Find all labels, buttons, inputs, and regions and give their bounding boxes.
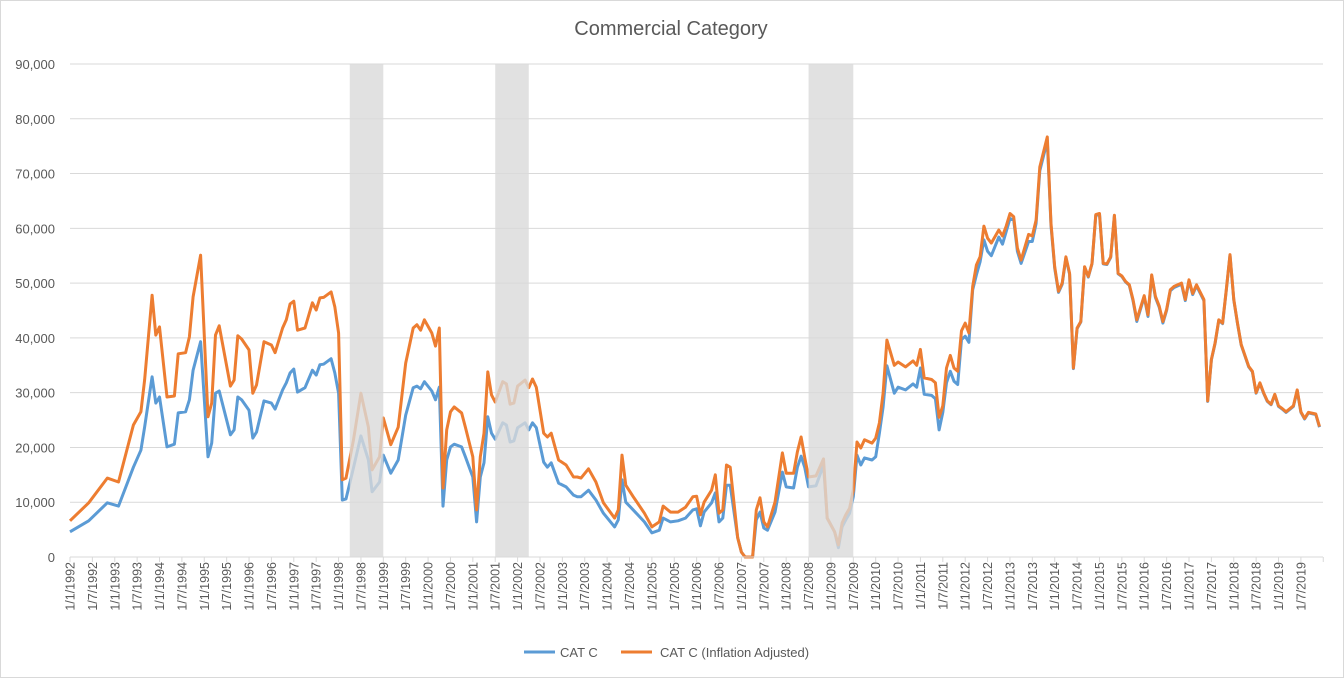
x-tick-label: 1/1/2002 <box>511 562 525 611</box>
x-tick-label: 1/1/2018 <box>1227 562 1241 611</box>
gridlines <box>70 63 1323 503</box>
y-tick-label: 50,000 <box>15 276 55 291</box>
x-tick-label: 1/1/2003 <box>556 562 570 611</box>
y-tick-label: 70,000 <box>15 167 55 182</box>
x-tick-label: 1/1/2013 <box>1003 562 1017 611</box>
series-line-cat-c-inflation-adjusted <box>68 135 1321 559</box>
shaded-period <box>495 64 529 557</box>
shaded-period <box>808 64 854 557</box>
x-tick-label: 1/7/2003 <box>578 562 592 611</box>
shaded-period <box>349 64 384 557</box>
x-tick-label: 1/7/2004 <box>623 562 637 611</box>
x-tick-label: 1/7/2006 <box>713 562 727 611</box>
legend: CAT C CAT C (Inflation Adjusted) <box>524 645 809 660</box>
x-tick-label: 1/1/2008 <box>780 562 794 611</box>
x-tick-label: 1/7/2005 <box>668 562 682 611</box>
x-tick-label: 1/7/2000 <box>444 562 458 611</box>
x-tick-label: 1/7/1998 <box>354 562 368 611</box>
series-line-cat-c <box>69 139 1321 559</box>
x-tick-label: 1/7/2014 <box>1071 562 1085 611</box>
x-tick-label: 1/7/2008 <box>802 562 816 611</box>
x-tick-label: 1/1/1993 <box>108 562 122 611</box>
x-tick-label: 1/1/2000 <box>422 562 436 611</box>
x-tick-label: 1/1/1999 <box>377 562 391 611</box>
x-tick-label: 1/7/1993 <box>131 562 145 611</box>
x-tick-label: 1/7/2012 <box>981 562 995 611</box>
x-tick-label: 1/7/2019 <box>1294 562 1308 611</box>
x-tick-label: 1/7/2010 <box>892 562 906 611</box>
legend-label-cat-c-inflation-adjusted: CAT C (Inflation Adjusted) <box>660 645 809 660</box>
x-tick-label: 1/7/1994 <box>175 562 189 611</box>
chart-title: Commercial Category <box>574 18 767 40</box>
x-tick-label: 1/1/2019 <box>1272 562 1286 611</box>
x-tick-label: 1/7/1997 <box>310 562 324 611</box>
x-tick-label: 1/7/2017 <box>1205 562 1219 611</box>
x-tick-label: 1/7/2001 <box>489 562 503 611</box>
x-tick-label: 1/1/2017 <box>1183 562 1197 611</box>
x-tick-label: 1/7/2002 <box>533 562 547 611</box>
x-tick-label: 1/7/2009 <box>847 562 861 611</box>
x-tick-label: 1/1/2010 <box>869 562 883 611</box>
y-tick-label: 0 <box>48 550 55 565</box>
x-tick-label: 1/1/2007 <box>735 562 749 611</box>
shaded-periods <box>349 64 854 557</box>
x-tick-label: 1/1/1992 <box>64 562 78 611</box>
x-tick-label: 1/1/2004 <box>601 562 615 611</box>
x-tick-label: 1/7/2015 <box>1115 562 1129 611</box>
x-tick-label: 1/1/1997 <box>287 562 301 611</box>
x-tick-label: 1/7/2013 <box>1026 562 1040 611</box>
x-tick-label: 1/1/1994 <box>153 562 167 611</box>
x-tick-label: 1/7/1996 <box>265 562 279 611</box>
x-tick-label: 1/1/1998 <box>332 562 346 611</box>
x-tick-label: 1/7/1999 <box>399 562 413 611</box>
y-tick-label: 90,000 <box>15 57 55 72</box>
x-tick-label: 1/1/2011 <box>914 562 928 610</box>
x-tick-label: 1/7/2016 <box>1160 562 1174 611</box>
x-tick-label: 1/1/1996 <box>243 562 257 611</box>
y-tick-label: 60,000 <box>15 221 55 236</box>
y-tick-label: 20,000 <box>15 440 55 455</box>
x-tick-label: 1/7/1992 <box>86 562 100 611</box>
x-tick-label: 1/1/2005 <box>645 562 659 611</box>
x-tick-label: 1/1/2015 <box>1093 562 1107 611</box>
x-tick-label: 1/1/2012 <box>959 562 973 611</box>
x-tick-label: 1/1/2014 <box>1048 562 1062 611</box>
x-tick-label: 1/1/2006 <box>690 562 704 611</box>
x-tick-label: 1/1/2016 <box>1138 562 1152 611</box>
x-tick-label: 1/7/2018 <box>1250 562 1264 611</box>
x-tick-label: 1/1/2009 <box>824 562 838 611</box>
x-tick-label: 1/7/2011 <box>936 562 950 610</box>
series-lines <box>68 135 1321 559</box>
y-tick-label: 10,000 <box>15 495 55 510</box>
x-tick-label: 1/7/1995 <box>220 562 234 611</box>
legend-label-cat-c: CAT C <box>560 645 598 660</box>
y-tick-label: 80,000 <box>15 112 55 127</box>
y-axis-tick-labels: 0 10,000 20,000 30,000 40,000 50,000 60,000 70,… <box>15 57 55 565</box>
y-tick-label: 30,000 <box>15 386 55 401</box>
y-tick-label: 40,000 <box>15 331 55 346</box>
x-axis: 1/1/1992 1/7/1992 1/1/1993 1/7/1993 1/1/1994… <box>64 556 1324 611</box>
x-tick-label: 1/7/2007 <box>757 562 771 611</box>
x-tick-label: 1/1/1995 <box>198 562 212 611</box>
x-tick-label: 1/1/2001 <box>466 562 480 611</box>
